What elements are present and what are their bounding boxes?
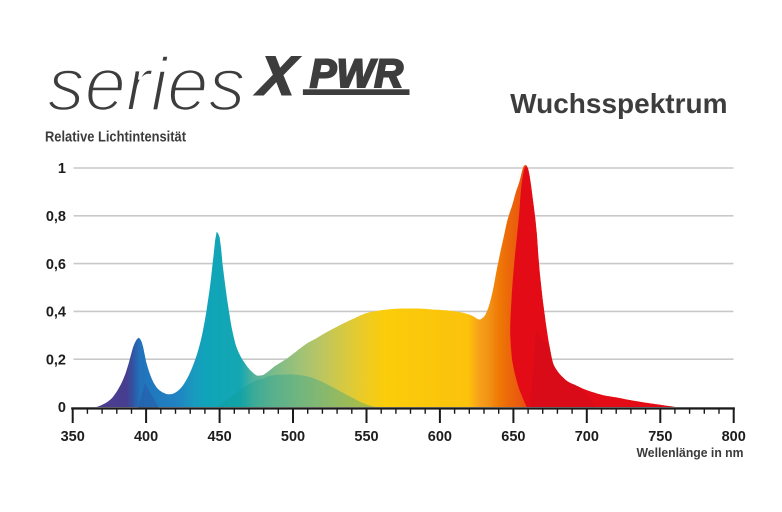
- svg-text:0,8: 0,8: [46, 209, 66, 225]
- svg-text:750: 750: [648, 429, 672, 445]
- svg-text:0,6: 0,6: [46, 257, 66, 273]
- svg-text:400: 400: [134, 429, 158, 445]
- svg-text:Relative Lichtintensität: Relative Lichtintensität: [45, 128, 186, 145]
- svg-text:500: 500: [281, 429, 305, 445]
- svg-text:X: X: [253, 46, 301, 107]
- svg-text:350: 350: [61, 429, 85, 445]
- svg-text:1: 1: [58, 161, 66, 177]
- svg-text:series: series: [48, 43, 246, 128]
- svg-text:0,4: 0,4: [46, 305, 66, 321]
- svg-text:Wellenlänge in nm: Wellenlänge in nm: [637, 446, 744, 460]
- svg-text:0,2: 0,2: [46, 352, 66, 368]
- svg-text:550: 550: [354, 429, 378, 445]
- svg-text:700: 700: [575, 429, 599, 445]
- svg-text:450: 450: [207, 429, 231, 445]
- svg-text:series: series: [48, 43, 246, 128]
- svg-text:600: 600: [428, 429, 452, 445]
- svg-text:0: 0: [58, 400, 66, 416]
- svg-text:650: 650: [501, 429, 525, 445]
- svg-text:800: 800: [722, 429, 746, 445]
- svg-text:Wuchsspektrum: Wuchsspektrum: [510, 88, 727, 119]
